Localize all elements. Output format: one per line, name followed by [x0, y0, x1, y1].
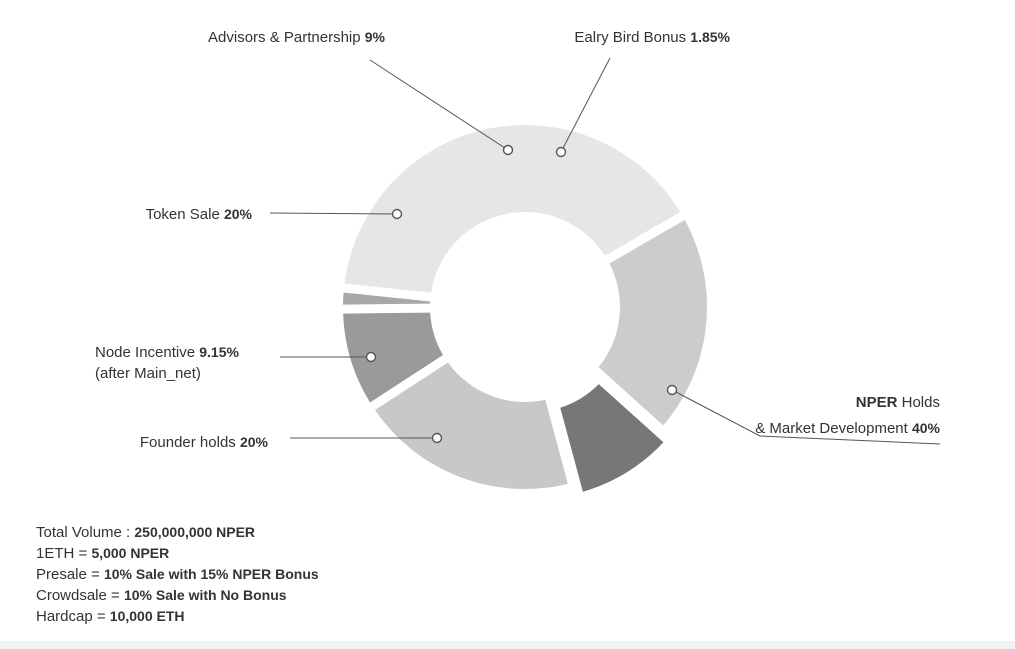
slice-label-founder: Founder holds 20% — [140, 434, 269, 451]
leader-line-advisors — [369, 59, 509, 151]
info-label: Total Volume : — [36, 524, 135, 541]
info-label: 1ETH = — [36, 545, 92, 562]
info-hardcap: Hardcap = 10,000 ETH — [36, 606, 456, 627]
info-exchange-rate: 1ETH = 5,000 NPER — [36, 543, 456, 564]
slice-label-text: (after Main_net) — [95, 365, 201, 382]
slice-dot-bonus — [555, 146, 567, 158]
slice-value-founder: 20% — [240, 434, 269, 450]
leader-line-bonus — [560, 57, 611, 153]
slice-labels: NPER Holds & Market Development 40% Founde… — [95, 29, 941, 451]
info-label: Presale = — [36, 566, 104, 583]
slice-label-text: Token Sale — [146, 206, 224, 223]
slice-dot-node — [365, 351, 377, 363]
donut-slices — [343, 125, 708, 492]
leader-line-market — [671, 389, 941, 445]
slice-dots — [365, 144, 678, 444]
slice-label-text: Advisors & Partnership — [208, 29, 365, 46]
info-value: 10% Sale with No Bonus — [123, 587, 287, 603]
slice-label-line2-node: (after Main_net) — [95, 365, 201, 382]
leader-lines — [269, 57, 941, 445]
slice-value-token: 20% — [224, 206, 253, 222]
slice-dot-token — [391, 208, 403, 220]
info-crowdsale: Crowdsale = 10% Sale with No Bonus — [36, 585, 456, 606]
slice-token — [374, 362, 568, 489]
slice-market — [344, 125, 681, 293]
slice-founder — [598, 219, 708, 426]
info-label: Hardcap = — [36, 608, 110, 625]
slice-value-node: 9.15% — [199, 344, 239, 360]
slice-node — [560, 384, 664, 492]
bottom-strip — [0, 641, 1015, 649]
slice-label-text: Founder holds — [140, 434, 240, 451]
slice-bonus — [343, 292, 431, 305]
slice-label-text: Node Incentive — [95, 344, 199, 361]
info-total-volume: Total Volume : 250,000,000 NPER — [36, 522, 456, 543]
slice-label-brand: NPER — [856, 394, 898, 411]
slice-label-market: NPER Holds — [856, 394, 940, 411]
slice-value-advisors: 9% — [365, 29, 386, 45]
leader-line-token — [269, 212, 398, 215]
info-value: 10% Sale with 15% NPER Bonus — [103, 566, 319, 582]
slice-dot-market — [666, 384, 678, 396]
slice-advisors — [343, 312, 444, 403]
slice-label-node: Node Incentive 9.15% — [95, 344, 239, 361]
info-presale: Presale = 10% Sale with 15% NPER Bonus — [36, 564, 456, 585]
slice-dot-founder — [431, 432, 443, 444]
slice-label-bonus: Ealry Bird Bonus 1.85% — [574, 29, 730, 46]
slice-label-text: Ealry Bird Bonus — [574, 29, 690, 46]
slice-label-advisors: Advisors & Partnership 9% — [208, 29, 386, 46]
slice-label-token: Token Sale 20% — [146, 206, 253, 223]
slice-label-line2-market: & Market Development 40% — [755, 420, 940, 437]
info-label: Crowdsale = — [36, 587, 124, 604]
slice-value-bonus: 1.85% — [690, 29, 730, 45]
info-value: 250,000,000 NPER — [134, 524, 256, 540]
info-value: 10,000 ETH — [109, 608, 185, 624]
slice-dot-advisors — [502, 144, 514, 156]
slice-label-text: & Market Development — [755, 420, 912, 437]
token-info-block: Total Volume : 250,000,000 NPER 1ETH = 5… — [36, 522, 456, 627]
info-value: 5,000 NPER — [91, 545, 170, 561]
slice-label-text: Holds — [897, 394, 940, 411]
slice-value-market: 40% — [912, 420, 941, 436]
